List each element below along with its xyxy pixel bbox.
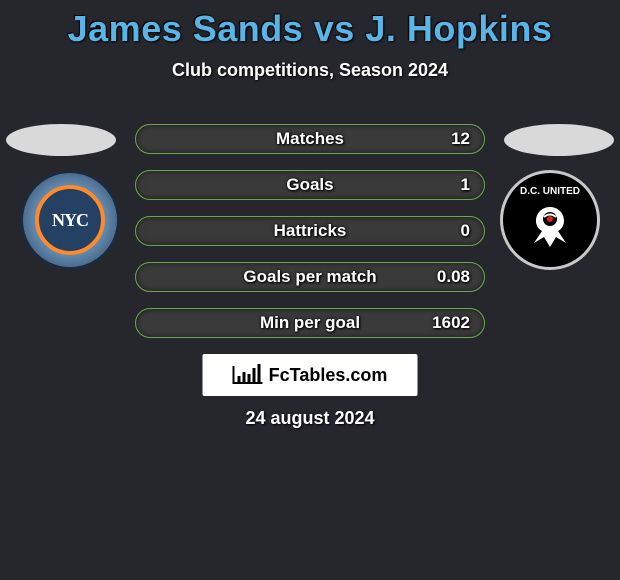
eagle-icon <box>520 203 580 251</box>
club-badge-left: NYC <box>20 170 120 270</box>
stat-value-right: 1602 <box>432 313 470 333</box>
stat-row: Matches 12 <box>135 124 485 154</box>
stat-row: Goals per match 0.08 <box>135 262 485 292</box>
stat-label: Min per goal <box>260 313 360 333</box>
stat-label: Goals per match <box>243 267 376 287</box>
stat-row: Min per goal 1602 <box>135 308 485 338</box>
date-label: 24 august 2024 <box>0 408 620 429</box>
stat-value-right: 0.08 <box>437 267 470 287</box>
club-badge-right: D.C. UNITED <box>500 170 600 270</box>
stat-value-right: 0 <box>461 221 470 241</box>
stat-value-right: 12 <box>451 129 470 149</box>
player-left-placeholder <box>6 124 116 156</box>
club-badge-left-text: NYC <box>35 185 105 255</box>
brand-logo: FcTables.com <box>203 354 418 396</box>
stat-rows: Matches 12 Goals 1 Hattricks 0 Goals per… <box>135 124 485 354</box>
brand-suffix: Tables.com <box>290 365 388 385</box>
club-badge-right-text: D.C. UNITED <box>520 186 580 197</box>
stat-row: Goals 1 <box>135 170 485 200</box>
page-subtitle: Club competitions, Season 2024 <box>0 60 620 81</box>
brand-prefix: Fc <box>269 365 290 385</box>
page-title: James Sands vs J. Hopkins <box>0 0 620 50</box>
stat-label: Goals <box>286 175 333 195</box>
stat-value-right: 1 <box>461 175 470 195</box>
stat-row: Hattricks 0 <box>135 216 485 246</box>
brand-text: FcTables.com <box>269 365 388 386</box>
stat-label: Matches <box>276 129 344 149</box>
stat-label: Hattricks <box>274 221 347 241</box>
player-right-placeholder <box>504 124 614 156</box>
chart-icon <box>233 366 263 384</box>
